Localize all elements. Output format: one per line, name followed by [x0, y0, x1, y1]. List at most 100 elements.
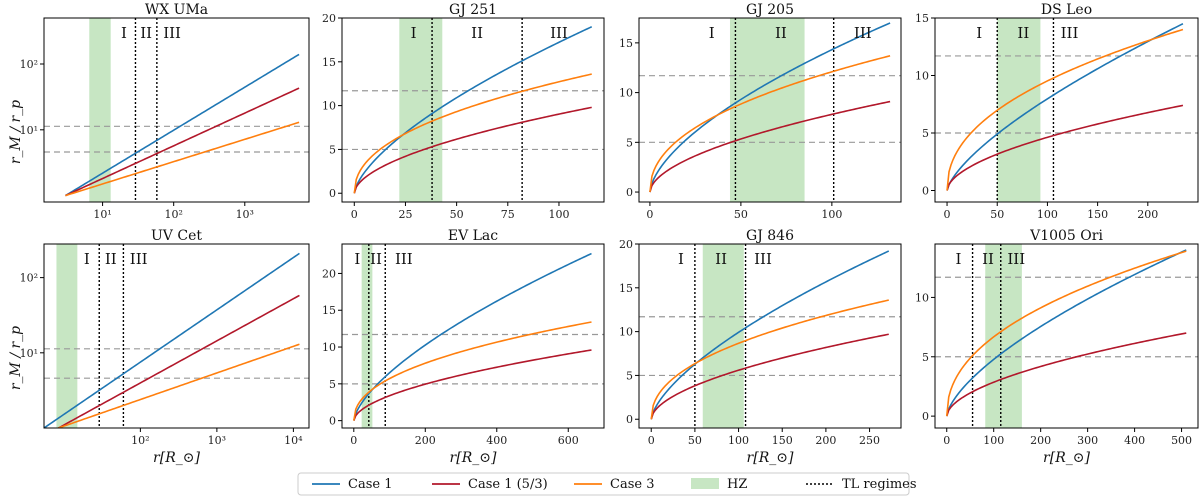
hz-band [89, 18, 111, 202]
legend: Case 1 Case 1 (5/3) Case 3 HZ TL regimes [297, 472, 917, 496]
x-tick-label: 0 [646, 208, 653, 221]
x-tick-label: 100 [983, 434, 1004, 447]
series-case1 [649, 22, 891, 193]
x-tick-label: 100 [821, 208, 842, 221]
series-case3 [650, 299, 889, 420]
regime-label: III [163, 24, 181, 42]
hz-band [56, 244, 78, 428]
legend-label: TL regimes [842, 477, 917, 492]
x-tick-label: 50 [990, 208, 1004, 221]
hz-band [702, 244, 744, 428]
y-tick-label: 5 [922, 127, 929, 140]
x-tick-label: 10¹ [93, 208, 111, 221]
x-axis-label: r[R_⊙] [153, 450, 200, 466]
regime-label: III [1061, 24, 1079, 42]
series-case3 [353, 73, 592, 194]
series-case1_53 [353, 349, 592, 421]
series-case1 [945, 249, 1187, 417]
regime-label: III [1007, 250, 1025, 268]
panel-title: GJ 846 [746, 228, 794, 244]
x-tick-label: 25 [398, 208, 412, 221]
hz-band [399, 18, 443, 202]
x-tick-label: 250 [859, 434, 880, 447]
x-tick-label: 0 [350, 434, 357, 447]
x-axis-label: r[R_⊙] [1043, 450, 1090, 466]
legend-label: Case 1 (5/3) [468, 477, 548, 492]
y-tick-label: 5 [329, 143, 336, 156]
regime-label: II [982, 250, 994, 268]
y-tick-label: 10 [619, 87, 633, 100]
x-axis-label: r[R_⊙] [450, 450, 497, 466]
series-case1_53 [58, 294, 300, 428]
regime-label: III [854, 24, 872, 42]
panel-frame [638, 243, 902, 429]
x-tick-label: 50 [450, 208, 464, 221]
regime-label: II [105, 250, 117, 268]
x-tick-label: 200 [415, 434, 436, 447]
regime-label: I [678, 250, 684, 268]
x-tick-label: 0 [943, 434, 950, 447]
series-case1_53 [650, 333, 889, 420]
x-axis-label: r[R_⊙] [747, 450, 794, 466]
panel-frame [43, 243, 310, 429]
y-tick-label: 20 [322, 267, 336, 280]
x-tick-label: 100 [1037, 208, 1058, 221]
y-tick-label: 5 [626, 369, 633, 382]
regime-label: I [121, 24, 127, 42]
legend-label: Case 1 [348, 477, 392, 492]
x-tick-label: 200 [815, 434, 836, 447]
series-case3 [353, 321, 592, 421]
series-case1_53 [946, 104, 1184, 191]
y-tick-label: 0 [922, 410, 929, 423]
y-tick-label: 15 [915, 12, 929, 25]
regime-label: II [471, 24, 483, 42]
panel-frame [341, 17, 605, 203]
panel-title: WX UMa [145, 2, 208, 18]
panel-title: V1005 Ori [1029, 228, 1103, 244]
series-case3 [946, 28, 1184, 191]
regime-label: III [130, 250, 148, 268]
x-tick-label: 10² [131, 434, 149, 447]
regime-label: II [775, 24, 787, 42]
y-tick-label: 10 [915, 70, 929, 83]
series-case3 [65, 121, 300, 197]
legend-label: HZ [727, 477, 747, 492]
ylabels: r_M / r_p r_M / r_p [8, 100, 24, 390]
y-tick-label: 15 [322, 304, 336, 317]
y-tick-label: 5 [626, 136, 633, 149]
series-case3 [945, 250, 1187, 417]
y-tick-label: 10¹ [20, 347, 38, 360]
hz-band [729, 18, 805, 202]
panel-frame [934, 17, 1199, 203]
series-case1 [353, 26, 593, 194]
y-tick-label: 5 [329, 378, 336, 391]
panel-title: GJ 251 [449, 2, 497, 18]
y-tick-label: 10 [619, 326, 633, 339]
panel-title: UV Cet [151, 228, 202, 244]
x-tick-label: 200 [1030, 434, 1051, 447]
y-tick-label: 0 [626, 413, 633, 426]
regime-label: II [715, 250, 727, 268]
panel-frame [638, 17, 902, 203]
x-tick-label: 50 [688, 434, 702, 447]
xlabels: r[R_⊙] r[R_⊙] r[R_⊙] r[R_⊙] [153, 450, 1090, 466]
series-case1_53 [649, 100, 891, 193]
x-tick-label: 0 [648, 434, 655, 447]
y-tick-label: 0 [329, 415, 336, 428]
x-tick-label: 300 [1077, 434, 1098, 447]
x-tick-label: 10² [164, 208, 182, 221]
y-tick-label: 20 [619, 238, 633, 251]
x-tick-label: 10³ [208, 434, 226, 447]
regime-label: III [754, 250, 772, 268]
y-axis-label-bottom: r_M / r_p [8, 326, 24, 390]
regime-label: III [550, 24, 568, 42]
hz-band [361, 244, 373, 428]
regime-label: I [84, 250, 90, 268]
